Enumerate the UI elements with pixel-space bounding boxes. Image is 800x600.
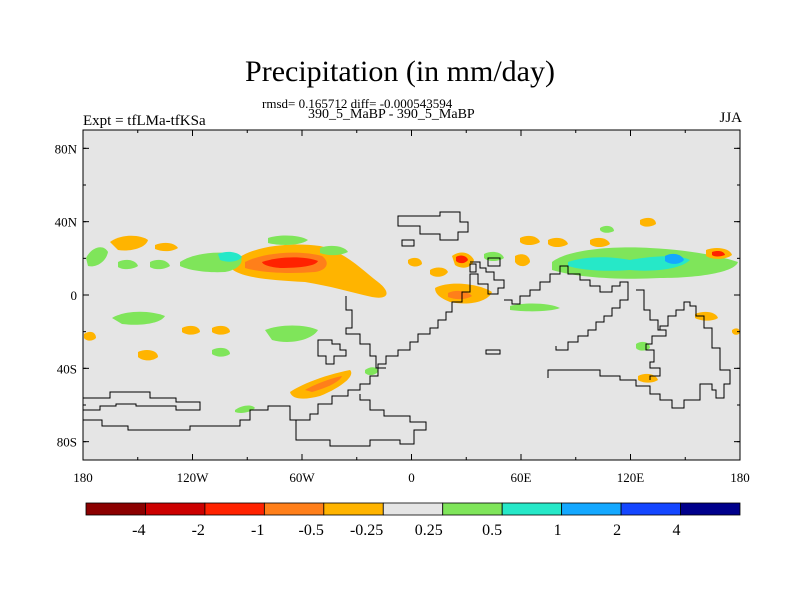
contour-patch (520, 235, 540, 245)
season-label: JJA (719, 110, 742, 126)
colorbar-label: -2 (192, 522, 205, 539)
contour-patch (712, 251, 725, 257)
y-tick-label: 40N (55, 215, 78, 230)
contour-patch (305, 376, 342, 392)
colorbar: -4 -2 -1 -0.5 -0.25 0.25 0.5 1 2 4 (85, 502, 741, 539)
contour-patch (320, 245, 348, 256)
y-tick-label: 80S (57, 435, 77, 450)
x-axis: 180 120W 60W 0 60E 120E 180 (73, 130, 750, 485)
colorbar-label: -0.25 (350, 522, 383, 539)
colorbar-swatch (263, 502, 325, 516)
case-line: 390_5_MaBP - 390_5_MaBP (308, 107, 475, 122)
coastlines (83, 211, 731, 447)
contour-patch (268, 235, 308, 245)
contour-patch (262, 257, 318, 268)
continent-outline-north (397, 211, 469, 241)
contour-patch (150, 259, 170, 270)
lake-outline (401, 239, 415, 247)
contour-patch (138, 349, 158, 361)
contour-patch (155, 242, 178, 252)
x-tick-label: 180 (730, 470, 750, 485)
contour-patch (695, 311, 718, 321)
contour-patch (568, 256, 690, 271)
contour-patch (265, 325, 318, 342)
colorbar-swatch (442, 502, 503, 516)
plot-title: Precipitation (in mm/day) (245, 55, 555, 88)
contour-patch (430, 267, 448, 277)
continent-outline-pacific (636, 289, 667, 380)
contour-patch (84, 331, 96, 341)
island-outline (317, 339, 347, 365)
contour-patch (218, 251, 242, 262)
contour-patch (515, 254, 530, 267)
continent-outline-sw (83, 391, 201, 411)
y-tick-label: 40S (57, 361, 77, 376)
colorbar-swatch (620, 502, 681, 516)
colorbar-label: 0.5 (482, 522, 502, 539)
x-tick-label: 60W (289, 470, 315, 485)
continent-outline-east (504, 265, 629, 351)
colorbar-swatch (204, 502, 265, 516)
contour-patch (118, 259, 138, 270)
contour-patch (590, 237, 610, 247)
colorbar-swatch (85, 502, 146, 516)
contour-patch (365, 367, 378, 376)
contour-patch (112, 311, 165, 325)
x-tick-label: 60E (511, 470, 532, 485)
continent-outline-afroasia (295, 261, 505, 447)
colorbar-label: -1 (251, 522, 264, 539)
x-tick-label: 120E (617, 470, 645, 485)
contour-patch (510, 303, 560, 312)
contour-patch (408, 257, 422, 267)
colorbar-swatch (680, 502, 741, 516)
colorbar-label: -4 (132, 522, 145, 539)
contour-patch (665, 253, 684, 264)
y-axis: 80N 40N 0 40S 80S (55, 141, 740, 450)
colorbar-swatch (145, 502, 206, 516)
contour-patch (456, 255, 468, 264)
contour-patch (110, 235, 148, 251)
colorbar-swatch (501, 502, 563, 516)
continent-outline-south (547, 301, 731, 409)
experiment-label: Expt = tfLMa-tfKSa (83, 113, 206, 129)
y-tick-label: 0 (71, 288, 78, 303)
plot-background (83, 130, 740, 460)
x-tick-label: 120W (177, 470, 210, 485)
continent-outline-antarctic (83, 405, 296, 431)
colorbar-label: -0.5 (298, 522, 323, 539)
colorbar-label: 4 (673, 522, 681, 539)
contour-patch (640, 217, 656, 227)
y-tick-label: 80N (55, 141, 78, 156)
stats-line: rmsd= 0.165712 diff= -0.000543594 (262, 96, 453, 111)
colorbar-label: 0.25 (415, 522, 443, 539)
contour-fills (84, 217, 740, 413)
island-outline (485, 349, 501, 355)
island-outline (487, 257, 501, 267)
contour-patch (212, 347, 230, 357)
colorbar-swatch (382, 502, 444, 516)
colorbar-label: 1 (554, 522, 562, 539)
contour-patch (86, 247, 108, 267)
contour-patch (448, 290, 472, 300)
x-tick-label: 0 (408, 470, 415, 485)
contour-patch (484, 251, 504, 261)
colorbar-swatch (323, 502, 384, 516)
contour-patch (548, 237, 568, 247)
contour-patch (212, 325, 230, 335)
colorbar-label: 2 (613, 522, 621, 539)
contour-patch (600, 225, 614, 233)
continent-outline-central (345, 296, 386, 369)
x-tick-label: 180 (73, 470, 93, 485)
contour-patch (182, 325, 200, 335)
colorbar-swatch (561, 502, 622, 516)
contour-patch (732, 328, 740, 335)
island-outline (469, 263, 477, 273)
